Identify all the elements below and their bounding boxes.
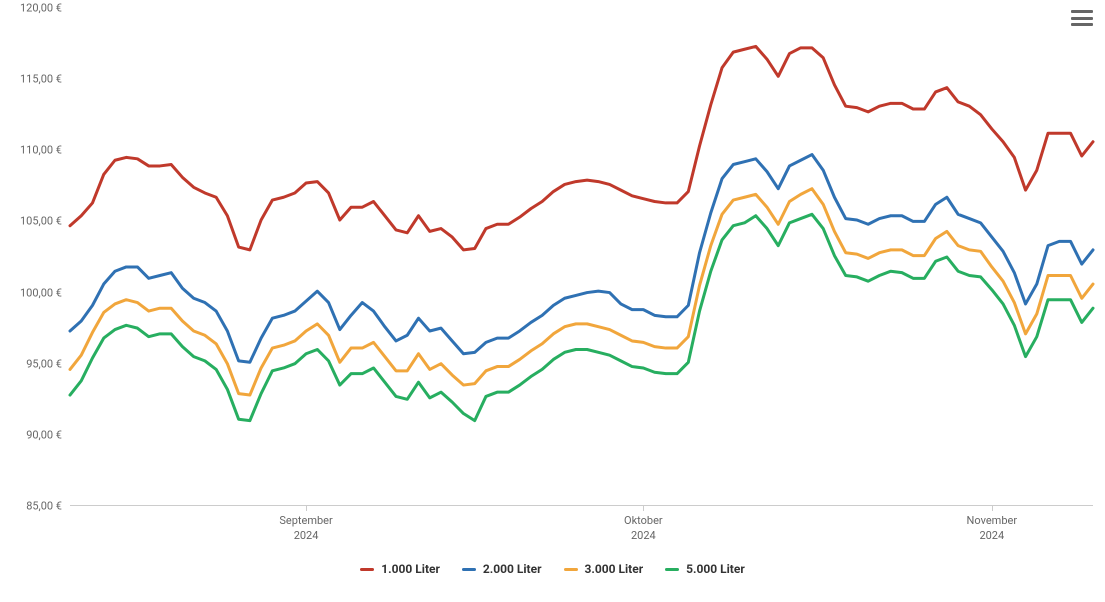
legend-label: 5.000 Liter [686,562,745,576]
y-axis-tick-label: 110,00 € [20,144,70,157]
legend-swatch [665,568,679,571]
series-line-s5000 [70,214,1093,420]
y-axis-tick-label: 95,00 € [26,357,70,370]
series-line-s3000 [70,189,1093,395]
price-chart: 85,00 € 90,00 € 95,00 € 100,00 € 105,00 € 110… [0,0,1105,602]
legend-label: 1.000 Liter [381,562,440,576]
legend-item-s5000[interactable]: 5.000 Liter [665,562,745,576]
legend-label: 3.000 Liter [585,562,644,576]
y-axis-tick-label: 105,00 € [20,215,70,228]
y-axis-tick-label: 115,00 € [20,73,70,86]
legend-label: 2.000 Liter [483,562,542,576]
chart-lines [70,8,1093,506]
y-axis-tick-label: 85,00 € [26,500,70,513]
legend-item-s3000[interactable]: 3.000 Liter [564,562,644,576]
x-axis-tick-label: September2024 [279,506,332,544]
chart-legend: 1.000 Liter 2.000 Liter 3.000 Liter 5.000 L… [0,562,1105,576]
y-axis-tick-label: 100,00 € [20,286,70,299]
x-axis-tick-label: November2024 [967,506,1018,544]
legend-swatch [360,568,374,571]
legend-item-s2000[interactable]: 2.000 Liter [462,562,542,576]
legend-item-s1000[interactable]: 1.000 Liter [360,562,440,576]
y-axis-tick-label: 120,00 € [20,2,70,15]
plot-area: 85,00 €90,00 €95,00 €100,00 €105,00 €110… [70,8,1093,506]
legend-swatch [462,568,476,571]
legend-swatch [564,568,578,571]
y-axis-tick-label: 90,00 € [26,428,70,441]
x-axis-line [70,505,1093,506]
x-axis-tick-label: Oktober2024 [624,506,663,544]
series-line-s1000 [70,46,1093,249]
